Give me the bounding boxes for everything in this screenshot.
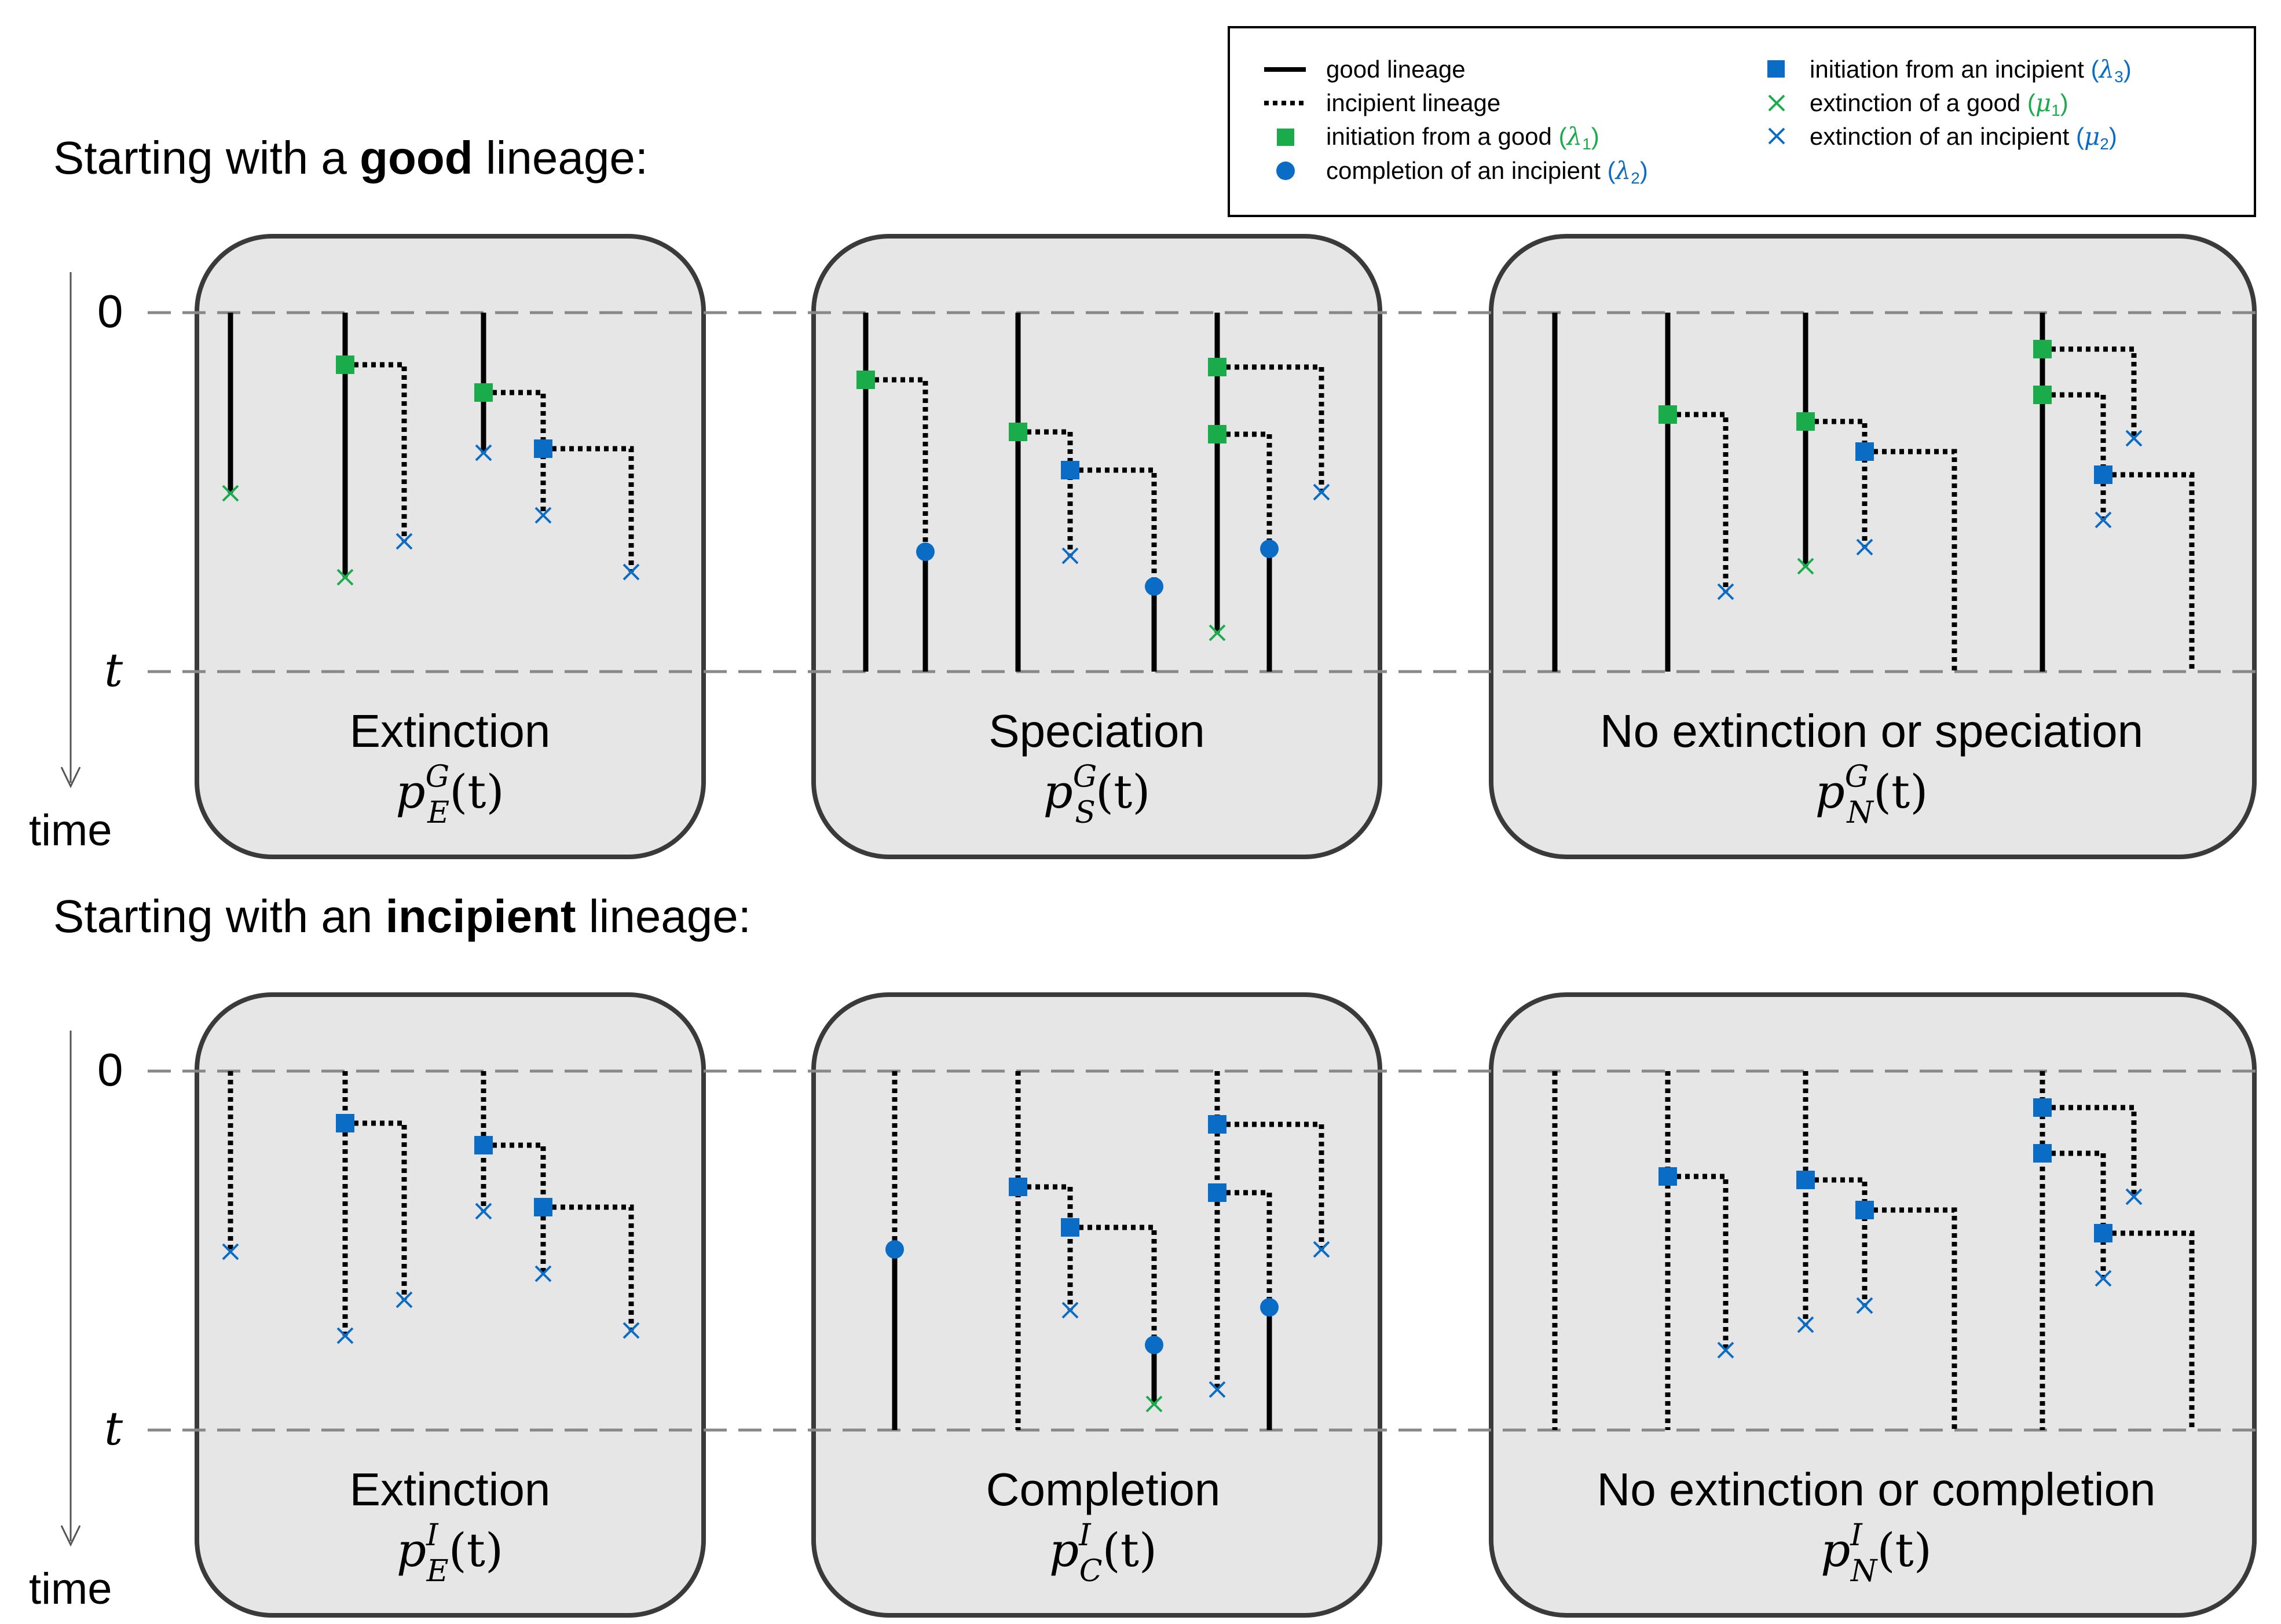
- axis-time-label: time: [29, 1564, 112, 1614]
- panel-good-speciation: [811, 234, 1382, 859]
- legend-ext-incipient-label: extinction of an incipient (μ2): [1810, 122, 2117, 153]
- panel-incipient-no-change-formula: pI N(t): [1821, 1518, 1932, 1589]
- legend-completion-label: completion of an incipient (λ2): [1326, 156, 1648, 187]
- section-title-good: Starting with a good lineage:: [53, 132, 648, 184]
- legend-init-good-square-icon: [1277, 129, 1294, 146]
- section-title-incipient: Starting with an incipient lineage:: [53, 890, 751, 942]
- legend-good-lineage-label: good lineage: [1326, 56, 1466, 83]
- panel-good-no-change: [1489, 234, 2257, 859]
- tree-good-no-change: [1552, 313, 2195, 672]
- markers-good-extinction: [222, 355, 640, 586]
- legend: good lineage incipient lineage initiatio…: [1228, 26, 2256, 217]
- panel-incipient-no-change: [1489, 992, 2257, 1618]
- legend-ext-incipient-cross-icon: [1768, 127, 1785, 145]
- legend-init-incipient-square-icon: [1767, 60, 1785, 78]
- legend-incipient-lineage-label: incipient lineage: [1326, 89, 1500, 116]
- legend-init-good-label: initiation from a good (λ1): [1326, 122, 1599, 153]
- panel-good-speciation-formula: pG S(t): [1044, 760, 1151, 830]
- axis-zero-label: 0: [97, 285, 123, 337]
- panel-incipient-completion-label: Completion: [986, 1464, 1221, 1515]
- time-axis-arrow-icon: [60, 1525, 81, 1547]
- panel-good-speciation-label: Speciation: [988, 705, 1205, 757]
- panel-incipient-no-change-label: No extinction or completion: [1597, 1464, 2156, 1515]
- panel-incipient-extinction: [195, 992, 706, 1618]
- time-axis-arrow-icon: [60, 767, 81, 789]
- axis-time-label: time: [29, 806, 112, 855]
- panel-good-no-change-formula: pG N(t): [1815, 760, 1928, 830]
- legend-completion-circle-icon: [1276, 162, 1295, 180]
- legend-init-incipient-label: initiation from an incipient (λ3): [1810, 55, 2132, 86]
- tree-incipient-no-change: [1552, 1071, 2195, 1430]
- legend-ext-good-label: extinction of a good (μ1): [1810, 89, 2068, 119]
- markers-incipient-no-change: [1658, 1098, 2143, 1359]
- panel-incipient-extinction-label: Extinction: [350, 1464, 551, 1515]
- axis-zero-label: 0: [97, 1044, 123, 1095]
- legend-ext-good-cross-icon: [1768, 94, 1785, 112]
- panel-incipient-extinction-formula: pI E(t): [397, 1518, 503, 1589]
- section-incipient: 0 t time: [29, 992, 2257, 1618]
- legend-box: [1228, 26, 2256, 217]
- tree-good-speciation: [863, 313, 1324, 672]
- axis-t-label: t: [104, 643, 123, 697]
- markers-good-no-change: [1658, 340, 2143, 600]
- markers-good-speciation: [856, 358, 1330, 641]
- panel-incipient-completion-formula: pI C(t): [1049, 1518, 1157, 1589]
- panel-incipient-completion: [811, 992, 1382, 1618]
- panel-good-extinction: [195, 234, 706, 859]
- section-good: 0 t time: [29, 234, 2257, 859]
- axis-t-label: t: [104, 1402, 123, 1456]
- panel-good-no-change-label: No extinction or speciation: [1600, 705, 2143, 757]
- panel-good-extinction-label: Extinction: [350, 705, 551, 757]
- markers-incipient-completion: [885, 1115, 1330, 1413]
- markers-incipient-extinction: [222, 1114, 640, 1344]
- panel-good-extinction-formula: pG E(t): [396, 760, 504, 830]
